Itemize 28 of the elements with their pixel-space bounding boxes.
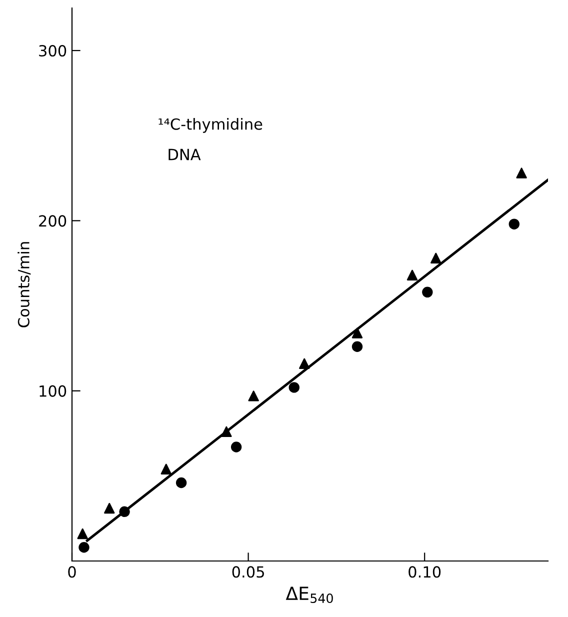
- x-axis-title: ΔE$_{540}$: [286, 586, 333, 604]
- point: [422, 286, 433, 298]
- point: [77, 528, 88, 540]
- x-tick-label: 0.10: [408, 566, 441, 578]
- annotation: ¹⁴C-thymidine: [158, 118, 262, 133]
- point: [516, 168, 527, 178]
- point: [352, 328, 363, 338]
- x-tick-label: 0: [68, 566, 76, 578]
- point: [430, 252, 442, 264]
- y-tick-label: 100: [40, 385, 66, 397]
- point: [352, 341, 363, 352]
- point: [508, 218, 520, 230]
- y-axis-title: Counts/min: [18, 242, 31, 328]
- point: [119, 506, 130, 518]
- point: [406, 270, 418, 280]
- point: [299, 358, 310, 369]
- point: [221, 426, 232, 438]
- point: [78, 542, 90, 553]
- point: [248, 390, 259, 402]
- point: [176, 477, 187, 488]
- point: [230, 442, 242, 452]
- x-tick-label: 0.05: [232, 566, 264, 578]
- y-tick-label: 300: [39, 45, 66, 57]
- annotation: DNA: [168, 148, 201, 160]
- point: [104, 502, 115, 514]
- point: [288, 382, 300, 393]
- y-tick-label: 200: [39, 215, 66, 227]
- point: [160, 464, 172, 474]
